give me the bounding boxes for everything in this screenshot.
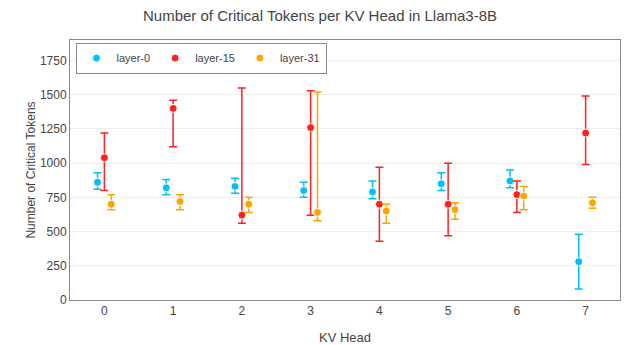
svg-text:750: 750 [47, 191, 67, 205]
svg-text:1250: 1250 [40, 122, 67, 136]
svg-text:1500: 1500 [40, 88, 67, 102]
svg-text:1000: 1000 [40, 156, 67, 170]
svg-text:3: 3 [307, 304, 314, 318]
svg-text:layer-15: layer-15 [195, 52, 235, 64]
svg-text:KV Head: KV Head [319, 330, 371, 345]
svg-text:2: 2 [239, 304, 246, 318]
svg-text:4: 4 [376, 304, 383, 318]
svg-text:0: 0 [60, 293, 67, 307]
svg-text:500: 500 [47, 225, 67, 239]
svg-text:layer-0: layer-0 [117, 52, 151, 64]
svg-text:7: 7 [582, 304, 589, 318]
svg-text:Number of Critical Tokens: Number of Critical Tokens [24, 101, 38, 238]
svg-text:6: 6 [514, 304, 521, 318]
svg-text:250: 250 [47, 259, 67, 273]
svg-text:1750: 1750 [40, 54, 67, 68]
svg-text:5: 5 [445, 304, 452, 318]
svg-text:Number of Critical Tokens per: Number of Critical Tokens per KV Head in… [143, 7, 497, 24]
svg-text:0: 0 [101, 304, 108, 318]
svg-text:1: 1 [170, 304, 177, 318]
svg-text:layer-31: layer-31 [280, 52, 320, 64]
